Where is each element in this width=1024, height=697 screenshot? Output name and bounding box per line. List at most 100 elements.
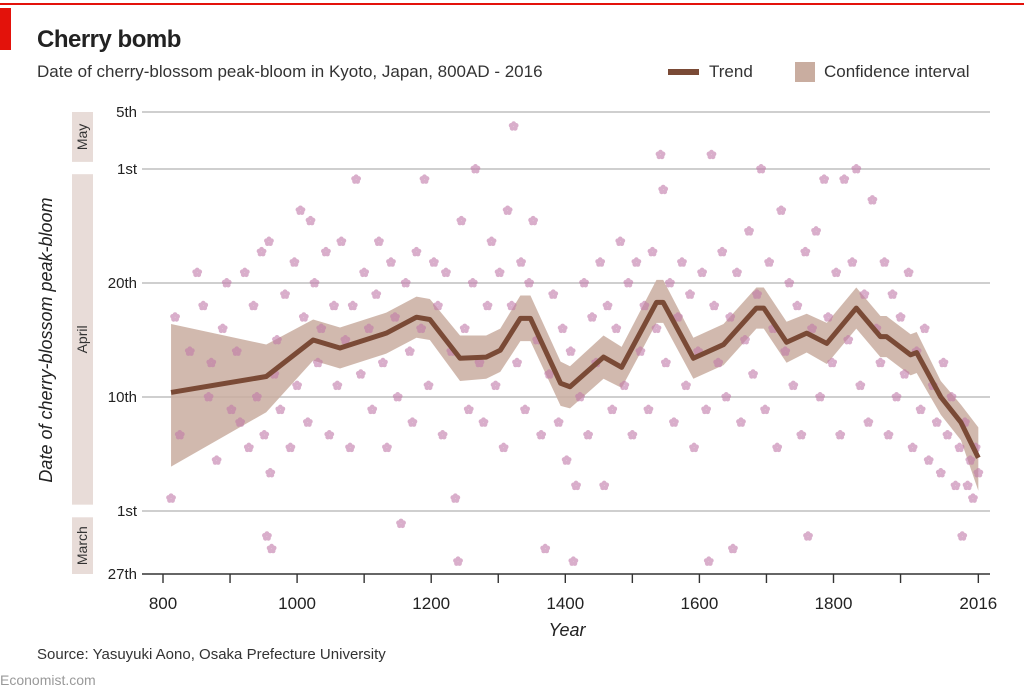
bloom-point	[831, 267, 842, 278]
bloom-point	[407, 417, 418, 427]
bloom-point	[756, 164, 766, 174]
x-tick-label: 1800	[815, 594, 853, 613]
bloom-point	[486, 236, 497, 247]
legend-trend: Trend	[668, 62, 753, 82]
legend-trend-swatch	[668, 69, 699, 75]
month-label: April	[74, 325, 90, 353]
bloom-point	[776, 205, 787, 215]
legend-confidence: Confidence interval	[795, 62, 970, 82]
bloom-point	[879, 257, 890, 267]
bloom-point	[553, 417, 564, 427]
bloom-point	[374, 236, 384, 247]
bloom-point	[453, 556, 463, 566]
bloom-point	[923, 455, 934, 465]
bloom-point	[568, 556, 579, 566]
bloom-point	[748, 369, 758, 379]
y-axis-title: Date of cherry-blossom peak-bloom	[36, 197, 56, 482]
bloom-point	[643, 404, 654, 415]
bloom-point	[419, 174, 430, 184]
bloom-point	[264, 236, 274, 247]
bloom-point	[571, 480, 581, 491]
bloom-point	[470, 164, 481, 174]
bloom-point	[950, 480, 961, 491]
bloom-point	[701, 404, 712, 415]
bloom-point	[938, 357, 949, 368]
bloom-point	[859, 289, 870, 299]
bloom-point	[437, 430, 448, 440]
bloom-point	[669, 417, 679, 427]
bloom-point	[423, 380, 434, 391]
bloom-point	[579, 278, 589, 288]
bloom-point	[166, 493, 176, 503]
bloom-point	[239, 267, 250, 278]
source-note: Source: Yasuyuki Aono, Osaka Prefecture …	[37, 646, 386, 663]
bloom-point	[516, 257, 526, 267]
bloom-point	[248, 300, 259, 311]
bloom-point	[302, 417, 313, 427]
bloom-point	[907, 442, 918, 453]
bloom-point	[851, 164, 862, 174]
bloom-point	[298, 312, 309, 322]
bloom-point	[411, 246, 422, 257]
bloom-point	[919, 323, 930, 334]
bloom-point	[396, 518, 406, 529]
bloom-point	[875, 357, 886, 368]
bloom-point	[382, 442, 392, 453]
y-tick-label: 10th	[108, 389, 137, 406]
x-tick-label: 1200	[412, 594, 450, 613]
bloom-point	[565, 346, 576, 356]
bloom-point	[433, 300, 443, 311]
bloom-point	[506, 300, 517, 311]
bloom-point	[211, 455, 222, 465]
bloom-point	[309, 278, 320, 288]
bloom-point	[262, 531, 272, 541]
bloom-point	[512, 357, 522, 368]
bloom-point	[508, 121, 519, 131]
bloom-point	[815, 392, 825, 402]
bloom-point	[336, 236, 347, 247]
bloom-point	[285, 442, 296, 453]
bloom-point	[647, 246, 658, 257]
bloom-point	[627, 430, 638, 440]
bloom-point	[256, 246, 267, 257]
bloom-point	[867, 195, 878, 205]
bloom-point	[658, 184, 669, 195]
month-band-may	[72, 112, 93, 162]
bloom-point	[170, 312, 180, 322]
month-label: March	[74, 526, 90, 565]
bloom-point	[198, 300, 209, 311]
bloom-point	[450, 493, 461, 503]
y-tick-label: 5th	[116, 104, 137, 121]
bloom-point	[681, 380, 691, 391]
bloom-point	[332, 380, 343, 391]
bloom-point	[968, 493, 978, 503]
brand-tab	[0, 8, 11, 50]
bloom-point	[717, 246, 728, 257]
bloom-point	[265, 468, 276, 478]
bloom-point	[221, 278, 232, 288]
bloom-point	[800, 246, 811, 257]
bloom-point	[796, 430, 807, 440]
bloom-point	[345, 442, 355, 453]
x-tick-label: 800	[149, 594, 177, 613]
chart-subtitle: Date of cherry-blossom peak-bloom in Kyo…	[37, 62, 543, 81]
bloom-point	[732, 267, 742, 278]
bloom-point	[764, 257, 775, 267]
month-band-april	[72, 174, 93, 505]
bloom-point	[217, 323, 228, 334]
bloom-point	[623, 278, 634, 288]
top-rule	[0, 3, 1024, 5]
bloom-point	[602, 300, 613, 311]
y-tick-label: 1st	[117, 161, 138, 178]
bloom-point	[819, 174, 830, 184]
bloom-point	[942, 430, 953, 440]
bloom-point	[561, 455, 572, 465]
bloom-point	[611, 323, 622, 334]
bloom-point	[524, 278, 534, 288]
bloom-point	[243, 442, 254, 453]
x-tick-label: 1000	[278, 594, 316, 613]
bloom-point	[520, 404, 530, 415]
bloom-point	[498, 442, 509, 453]
month-band-march	[72, 517, 93, 574]
bloom-point	[456, 215, 467, 226]
